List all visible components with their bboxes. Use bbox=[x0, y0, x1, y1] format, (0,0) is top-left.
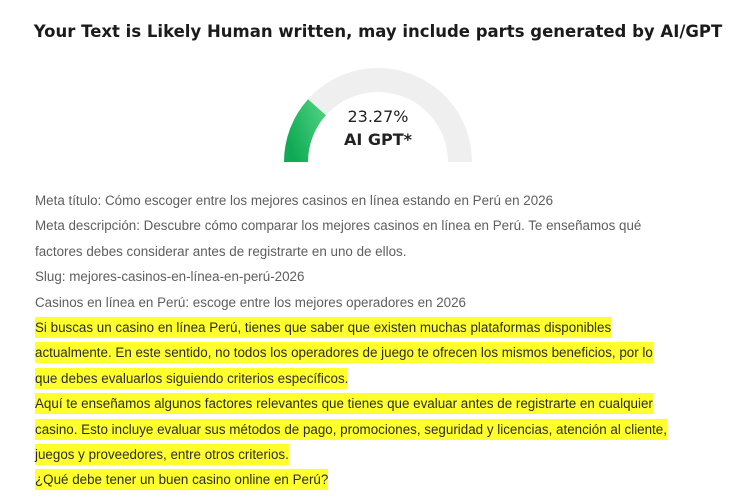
text-line-4: Slug: mejores-casinos-en-línea-en-perú-2… bbox=[35, 269, 305, 285]
ai-gpt-label: AI GPT* bbox=[343, 130, 413, 149]
text-line-6: Si buscas un casino en línea Perú, tiene… bbox=[35, 315, 725, 340]
text-line-3: factores debes considerar antes de regis… bbox=[35, 243, 407, 259]
result-headline: Your Text is Likely Human written, may i… bbox=[33, 22, 723, 41]
text-line-5: Casinos en línea en Perú: escoge entre l… bbox=[35, 294, 467, 310]
ai-score-gauge-chart bbox=[284, 68, 472, 163]
text-line-11: juegos y proveedores, entre otros criter… bbox=[35, 442, 725, 467]
text-line-8: que debes evaluarlos siguiendo criterios… bbox=[35, 366, 725, 391]
text-line-9: Aquí te enseñamos algunos factores relev… bbox=[35, 391, 725, 416]
ai-score-gauge bbox=[272, 62, 484, 168]
text-line-1: Meta título: Cómo escoger entre los mejo… bbox=[35, 193, 554, 208]
text-line-2: Meta descripción: Descubre cómo comparar… bbox=[35, 218, 642, 234]
text-line-10: casino. Esto incluye evaluar sus métodos… bbox=[35, 417, 725, 442]
analyzed-text: Meta título: Cómo escoger entre los mejo… bbox=[35, 188, 725, 493]
ai-percentage: 23.27% bbox=[347, 107, 409, 126]
text-line-12: ¿Qué debe tener un buen casino online en… bbox=[35, 467, 725, 492]
text-line-7: actualmente. En este sentido, no todos l… bbox=[35, 340, 725, 365]
gauge-fill bbox=[284, 99, 327, 163]
